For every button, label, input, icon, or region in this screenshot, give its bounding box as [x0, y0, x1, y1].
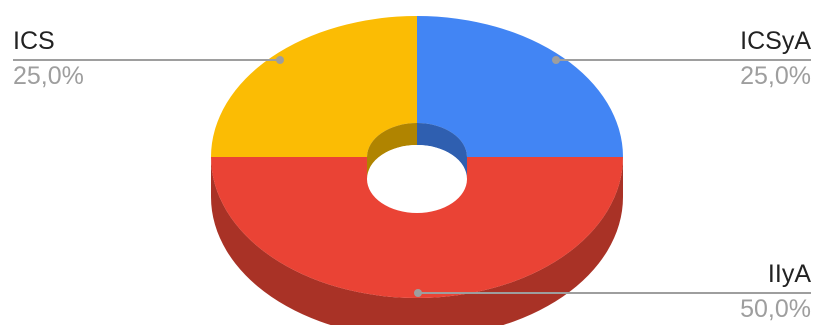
- pie-layer: [211, 16, 623, 325]
- slice-percent-icsya: 25,0%: [740, 62, 811, 90]
- slice-label-iiya: IIyA: [768, 260, 811, 288]
- leader-dot-icsya: [552, 56, 560, 64]
- donut-hole: [367, 145, 467, 213]
- slice-icsya: [417, 16, 623, 157]
- hole-wall-ics: [367, 123, 417, 179]
- slice-label-icsya: ICSyA: [740, 27, 811, 55]
- slice-label-ics: ICS: [13, 27, 55, 55]
- leader-dot-ics: [276, 56, 284, 64]
- slice-labels: ICSyA 25,0% IIyA 50,0% ICS 25,0%: [13, 27, 811, 323]
- slice-ics: [211, 16, 417, 157]
- leader-dot-iiya: [414, 289, 422, 297]
- leader-lines: [13, 56, 811, 297]
- slice-percent-iiya: 50,0%: [740, 295, 811, 323]
- slice-percent-ics: 25,0%: [13, 62, 84, 90]
- slice-iiya: [211, 157, 623, 298]
- side-wall-iiya: [211, 157, 623, 325]
- hole-wall-icsya: [417, 123, 467, 179]
